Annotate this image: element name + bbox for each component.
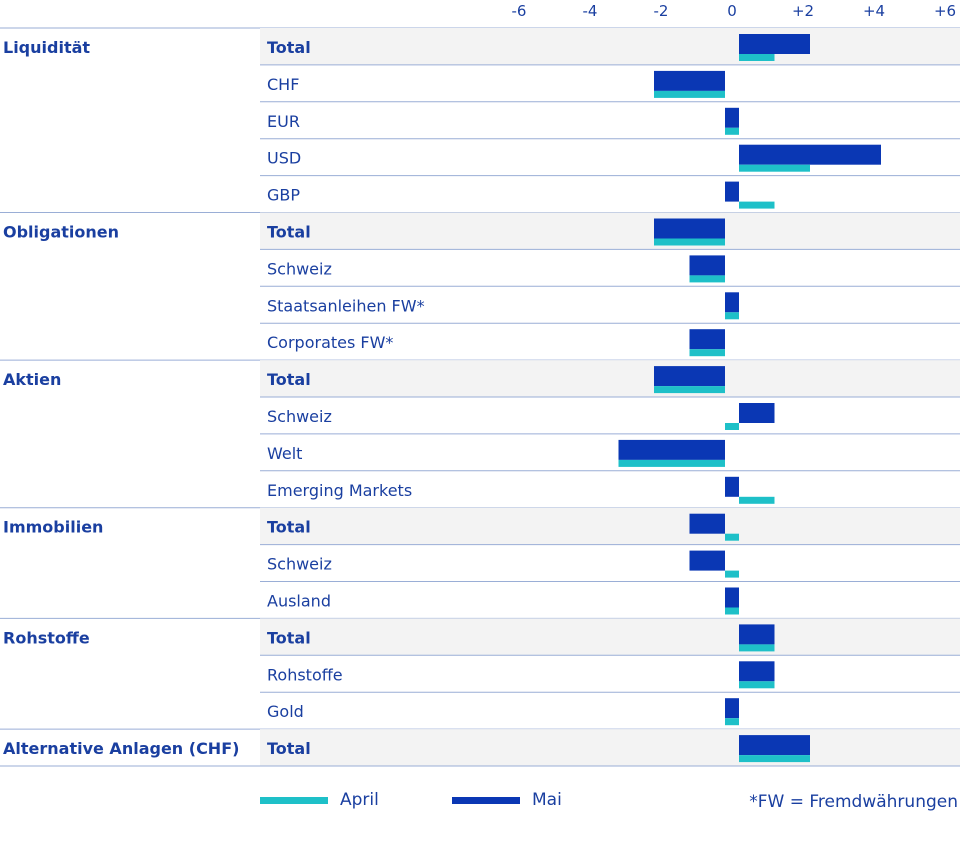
- bar-april: [739, 54, 775, 61]
- row-label: Schweiz: [267, 259, 332, 278]
- x-tick-label: +4: [863, 2, 885, 20]
- bar-mai: [725, 292, 739, 313]
- bar-april: [654, 90, 725, 98]
- bar-mai: [654, 218, 725, 239]
- row-label: Total: [267, 739, 311, 758]
- bar-april: [654, 386, 725, 394]
- bar-mai: [725, 587, 739, 608]
- bar-april: [725, 127, 739, 135]
- row-label: Total: [267, 38, 311, 57]
- total-row-background: [260, 729, 960, 766]
- bar-april: [739, 755, 810, 763]
- legend-label-april: April: [340, 790, 379, 810]
- bar-mai: [689, 255, 725, 276]
- bar-april: [739, 164, 810, 172]
- x-tick-label: -6: [512, 2, 527, 20]
- row-label: Total: [267, 518, 311, 537]
- footnote: *FW = Fremdwährungen: [749, 792, 958, 812]
- row-label: Gold: [267, 702, 304, 721]
- group-label: Obligationen: [3, 223, 119, 242]
- row-label: Total: [267, 370, 311, 389]
- bar-april: [725, 570, 739, 578]
- bar-mai: [739, 403, 775, 423]
- bar-april: [654, 238, 725, 246]
- row-label: Emerging Markets: [267, 481, 412, 500]
- row-label: EUR: [267, 112, 300, 131]
- row-label: Schweiz: [267, 555, 332, 574]
- row-label: Total: [267, 628, 311, 647]
- row-label: Ausland: [267, 592, 331, 611]
- row-label: Schweiz: [267, 407, 332, 426]
- group-label: Immobilien: [3, 518, 103, 537]
- total-row-background: [260, 212, 960, 250]
- bar-april: [725, 423, 739, 430]
- bar-mai: [725, 181, 739, 202]
- bar-april: [739, 496, 775, 504]
- total-row-background: [260, 507, 960, 545]
- legend-label-mai: Mai: [532, 790, 562, 810]
- bar-mai: [739, 661, 775, 682]
- group-label: Rohstoffe: [3, 628, 90, 647]
- row-label: Total: [267, 223, 311, 242]
- group-label: Alternative Anlagen (CHF): [3, 739, 239, 758]
- bar-mai: [739, 144, 881, 165]
- bar-april: [725, 607, 739, 615]
- row-label: Rohstoffe: [267, 665, 343, 684]
- bar-april: [689, 275, 725, 283]
- bar-mai: [654, 70, 725, 91]
- bar-mai: [725, 476, 739, 497]
- x-tick-label: 0: [727, 2, 737, 20]
- bar-april: [725, 718, 739, 726]
- bar-mai: [725, 698, 739, 719]
- total-row-background: [260, 618, 960, 656]
- bar-mai: [725, 107, 739, 128]
- bar-april: [618, 459, 725, 467]
- x-tick-label: -4: [583, 2, 598, 20]
- bar-mai: [739, 34, 810, 54]
- total-row-background: [260, 360, 960, 397]
- row-label: CHF: [267, 75, 299, 94]
- bar-april: [739, 681, 775, 689]
- row-label: Staatsanleihen FW*: [267, 296, 425, 315]
- legend-swatch-mai: [452, 796, 520, 804]
- group-label: Liquidität: [3, 38, 90, 57]
- positioning-chart: -6 -4 -2 0 +2 +4 +6 Liquidität Total CHF EUR USD GBP…: [0, 2, 960, 767]
- bar-mai: [689, 329, 725, 350]
- x-tick-label: +6: [934, 2, 956, 20]
- bar-mai: [689, 513, 725, 534]
- bar-mai: [654, 366, 725, 387]
- row-label: USD: [267, 149, 301, 168]
- bar-april: [725, 312, 739, 320]
- x-tick-label: +2: [792, 2, 814, 20]
- bar-april: [689, 349, 725, 357]
- total-row-background: [260, 28, 960, 65]
- group-label: Aktien: [3, 370, 61, 389]
- legend-item-april: April: [260, 790, 379, 810]
- legend-item-mai: Mai: [452, 790, 562, 810]
- x-tick-label: -2: [654, 2, 669, 20]
- bar-mai: [739, 624, 775, 645]
- row-label: Corporates FW*: [267, 333, 393, 352]
- row-label: GBP: [267, 186, 300, 205]
- row-label: Welt: [267, 444, 302, 463]
- bar-mai: [689, 550, 725, 571]
- bar-april: [725, 533, 739, 541]
- bar-april: [739, 644, 775, 652]
- legend-swatch-april: [260, 796, 328, 804]
- bar-mai: [739, 735, 810, 756]
- bar-april: [739, 201, 775, 209]
- bar-mai: [618, 439, 725, 460]
